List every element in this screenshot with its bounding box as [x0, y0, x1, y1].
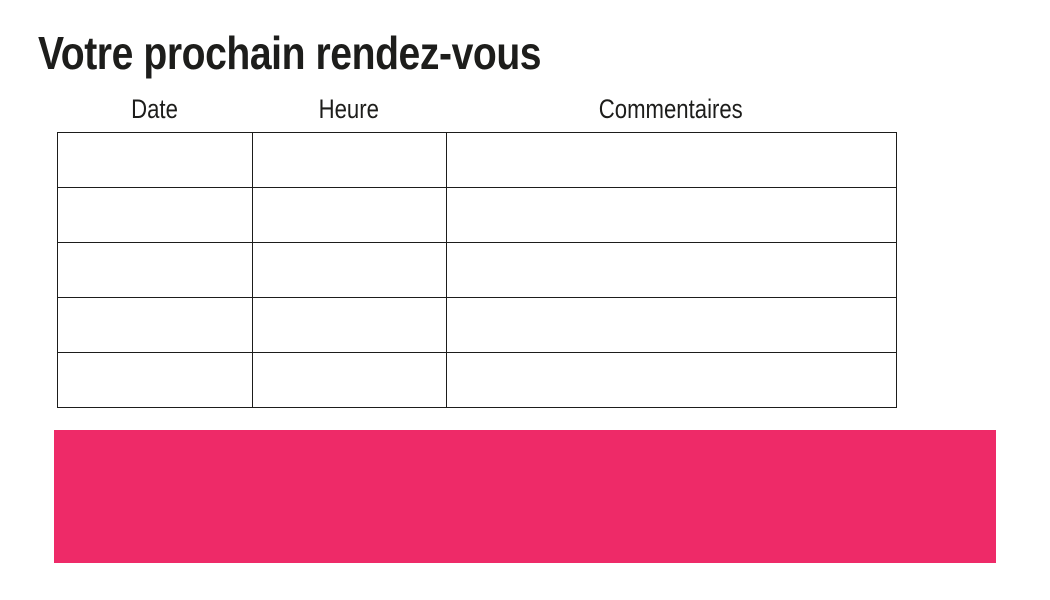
- table-cell: [446, 132, 897, 188]
- table-column-headers: Date Heure Commentaires: [57, 90, 896, 128]
- table-cell: [251, 132, 447, 188]
- table-cell: [251, 242, 447, 298]
- table-cell: [57, 352, 253, 408]
- table-cell: [57, 132, 253, 188]
- page-title: Votre prochain rendez-vous: [38, 27, 542, 79]
- table-cell: [251, 187, 447, 243]
- table-cell: [446, 242, 897, 298]
- column-header-date: Date: [130, 93, 178, 124]
- table-cell: [446, 352, 897, 408]
- table-cell: [251, 297, 447, 353]
- table-cell: [446, 297, 897, 353]
- column-header-heure: Heure: [318, 93, 379, 124]
- table-row: [57, 297, 897, 353]
- table-row: [57, 352, 897, 408]
- table-cell: [251, 352, 447, 408]
- table-cell: [57, 242, 253, 298]
- column-header-commentaires: Commentaires: [599, 93, 743, 124]
- table-cell: [446, 187, 897, 243]
- table-row: [57, 132, 897, 188]
- pink-banner: [54, 430, 996, 563]
- table-row: [57, 187, 897, 243]
- table-cell: [57, 297, 253, 353]
- table-body: [57, 132, 897, 408]
- appointment-table: [57, 132, 897, 408]
- table-row: [57, 242, 897, 298]
- table-cell: [57, 187, 253, 243]
